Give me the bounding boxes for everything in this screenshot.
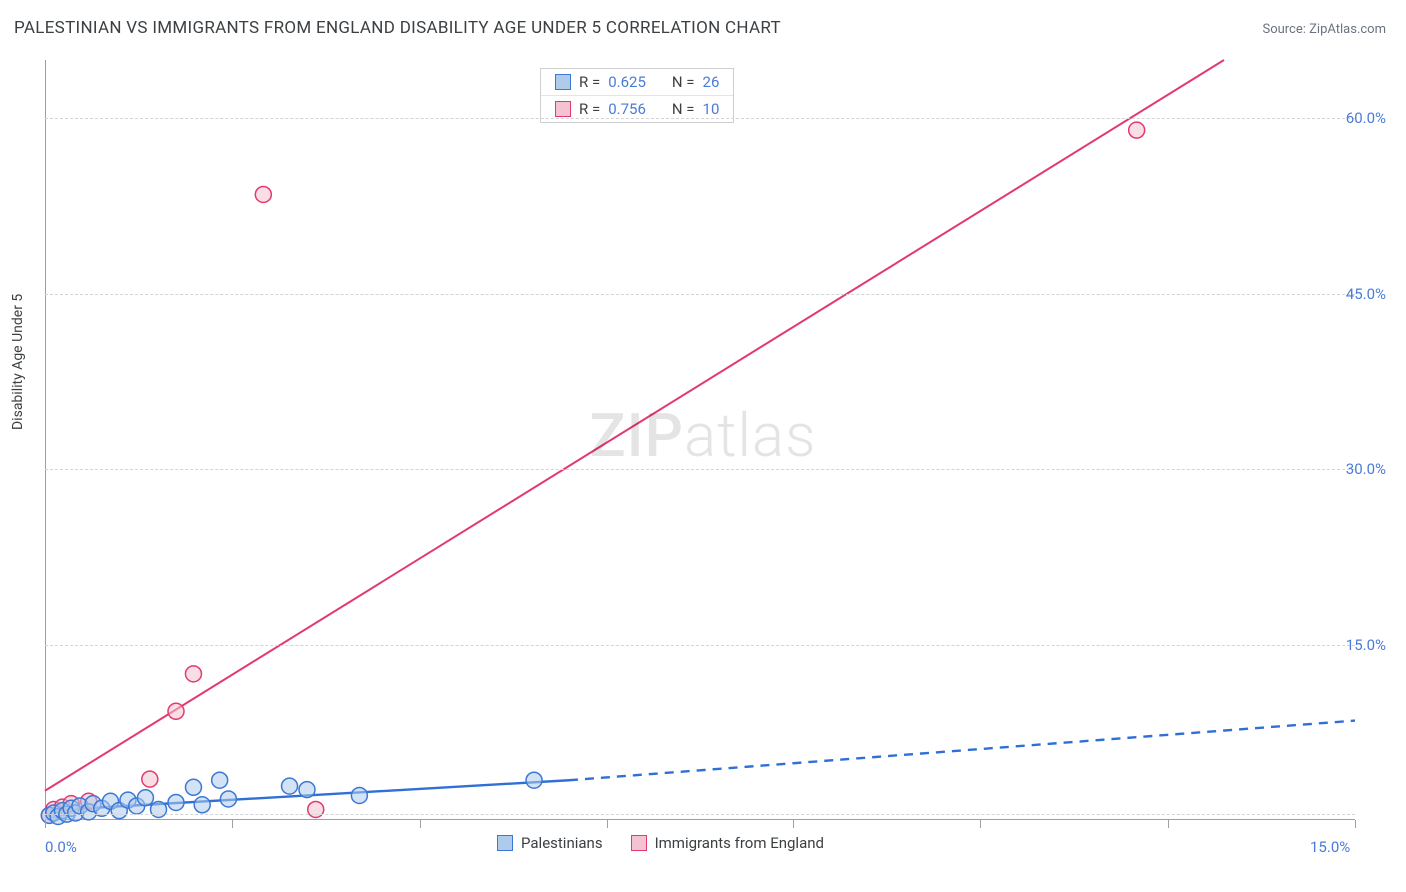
gridline	[45, 118, 1355, 119]
r-label-1: R =	[579, 73, 600, 91]
data-point	[185, 779, 201, 795]
y-tick-label: 60.0%	[1346, 109, 1386, 127]
chart-svg	[45, 60, 1355, 820]
legend-item-2: Immigrants from England	[631, 834, 824, 852]
x-tick	[980, 820, 981, 828]
data-point	[168, 703, 184, 719]
legend-label-2: Immigrants from England	[655, 834, 824, 852]
source-attribution: Source: ZipAtlas.com	[1262, 22, 1386, 37]
legend-item-1: Palestinians	[497, 834, 603, 852]
swatch-series-1	[555, 74, 571, 90]
gridline	[45, 814, 1355, 815]
r-value-1: 0.625	[608, 73, 646, 91]
correlation-row-1: R = 0.625 N = 26	[541, 69, 733, 96]
n-value-1: 26	[703, 73, 720, 91]
data-point	[185, 666, 201, 682]
gridline	[45, 294, 1355, 295]
regression-line	[569, 721, 1355, 781]
n-label-2: N =	[672, 100, 695, 118]
y-axis-label: Disability Age Under 5	[10, 294, 26, 430]
n-value-2: 10	[703, 100, 720, 118]
data-point	[194, 797, 210, 813]
x-tick	[420, 820, 421, 828]
data-point	[137, 790, 153, 806]
legend-label-1: Palestinians	[521, 834, 603, 852]
x-tick	[793, 820, 794, 828]
y-tick-label: 30.0%	[1346, 460, 1386, 478]
data-point	[168, 794, 184, 810]
x-tick	[45, 820, 46, 828]
data-point	[351, 787, 367, 803]
x-tick	[607, 820, 608, 828]
data-point	[299, 782, 315, 798]
data-point	[255, 186, 271, 202]
legend-swatch-2	[631, 835, 647, 851]
gridline	[45, 469, 1355, 470]
y-tick-label: 15.0%	[1346, 636, 1386, 654]
n-label-1: N =	[672, 73, 695, 91]
y-tick-label: 45.0%	[1346, 285, 1386, 303]
correlation-legend: R = 0.625 N = 26 R = 0.756 N = 10	[540, 68, 734, 123]
data-point	[1129, 122, 1145, 138]
data-point	[282, 778, 298, 794]
series-legend: Palestinians Immigrants from England	[497, 834, 824, 852]
x-tick	[1355, 820, 1356, 828]
r-value-2: 0.756	[608, 100, 646, 118]
r-label-2: R =	[579, 100, 600, 118]
x-tick-label: 15.0%	[1310, 838, 1350, 856]
gridline	[45, 645, 1355, 646]
data-point	[526, 772, 542, 788]
data-point	[220, 791, 236, 807]
data-point	[142, 771, 158, 787]
swatch-series-2	[555, 101, 571, 117]
legend-swatch-1	[497, 835, 513, 851]
data-point	[212, 772, 228, 788]
regression-line	[45, 60, 1224, 791]
x-tick	[1168, 820, 1169, 828]
chart-title: PALESTINIAN VS IMMIGRANTS FROM ENGLAND D…	[14, 18, 781, 38]
x-tick	[232, 820, 233, 828]
x-tick-label: 0.0%	[45, 838, 77, 856]
